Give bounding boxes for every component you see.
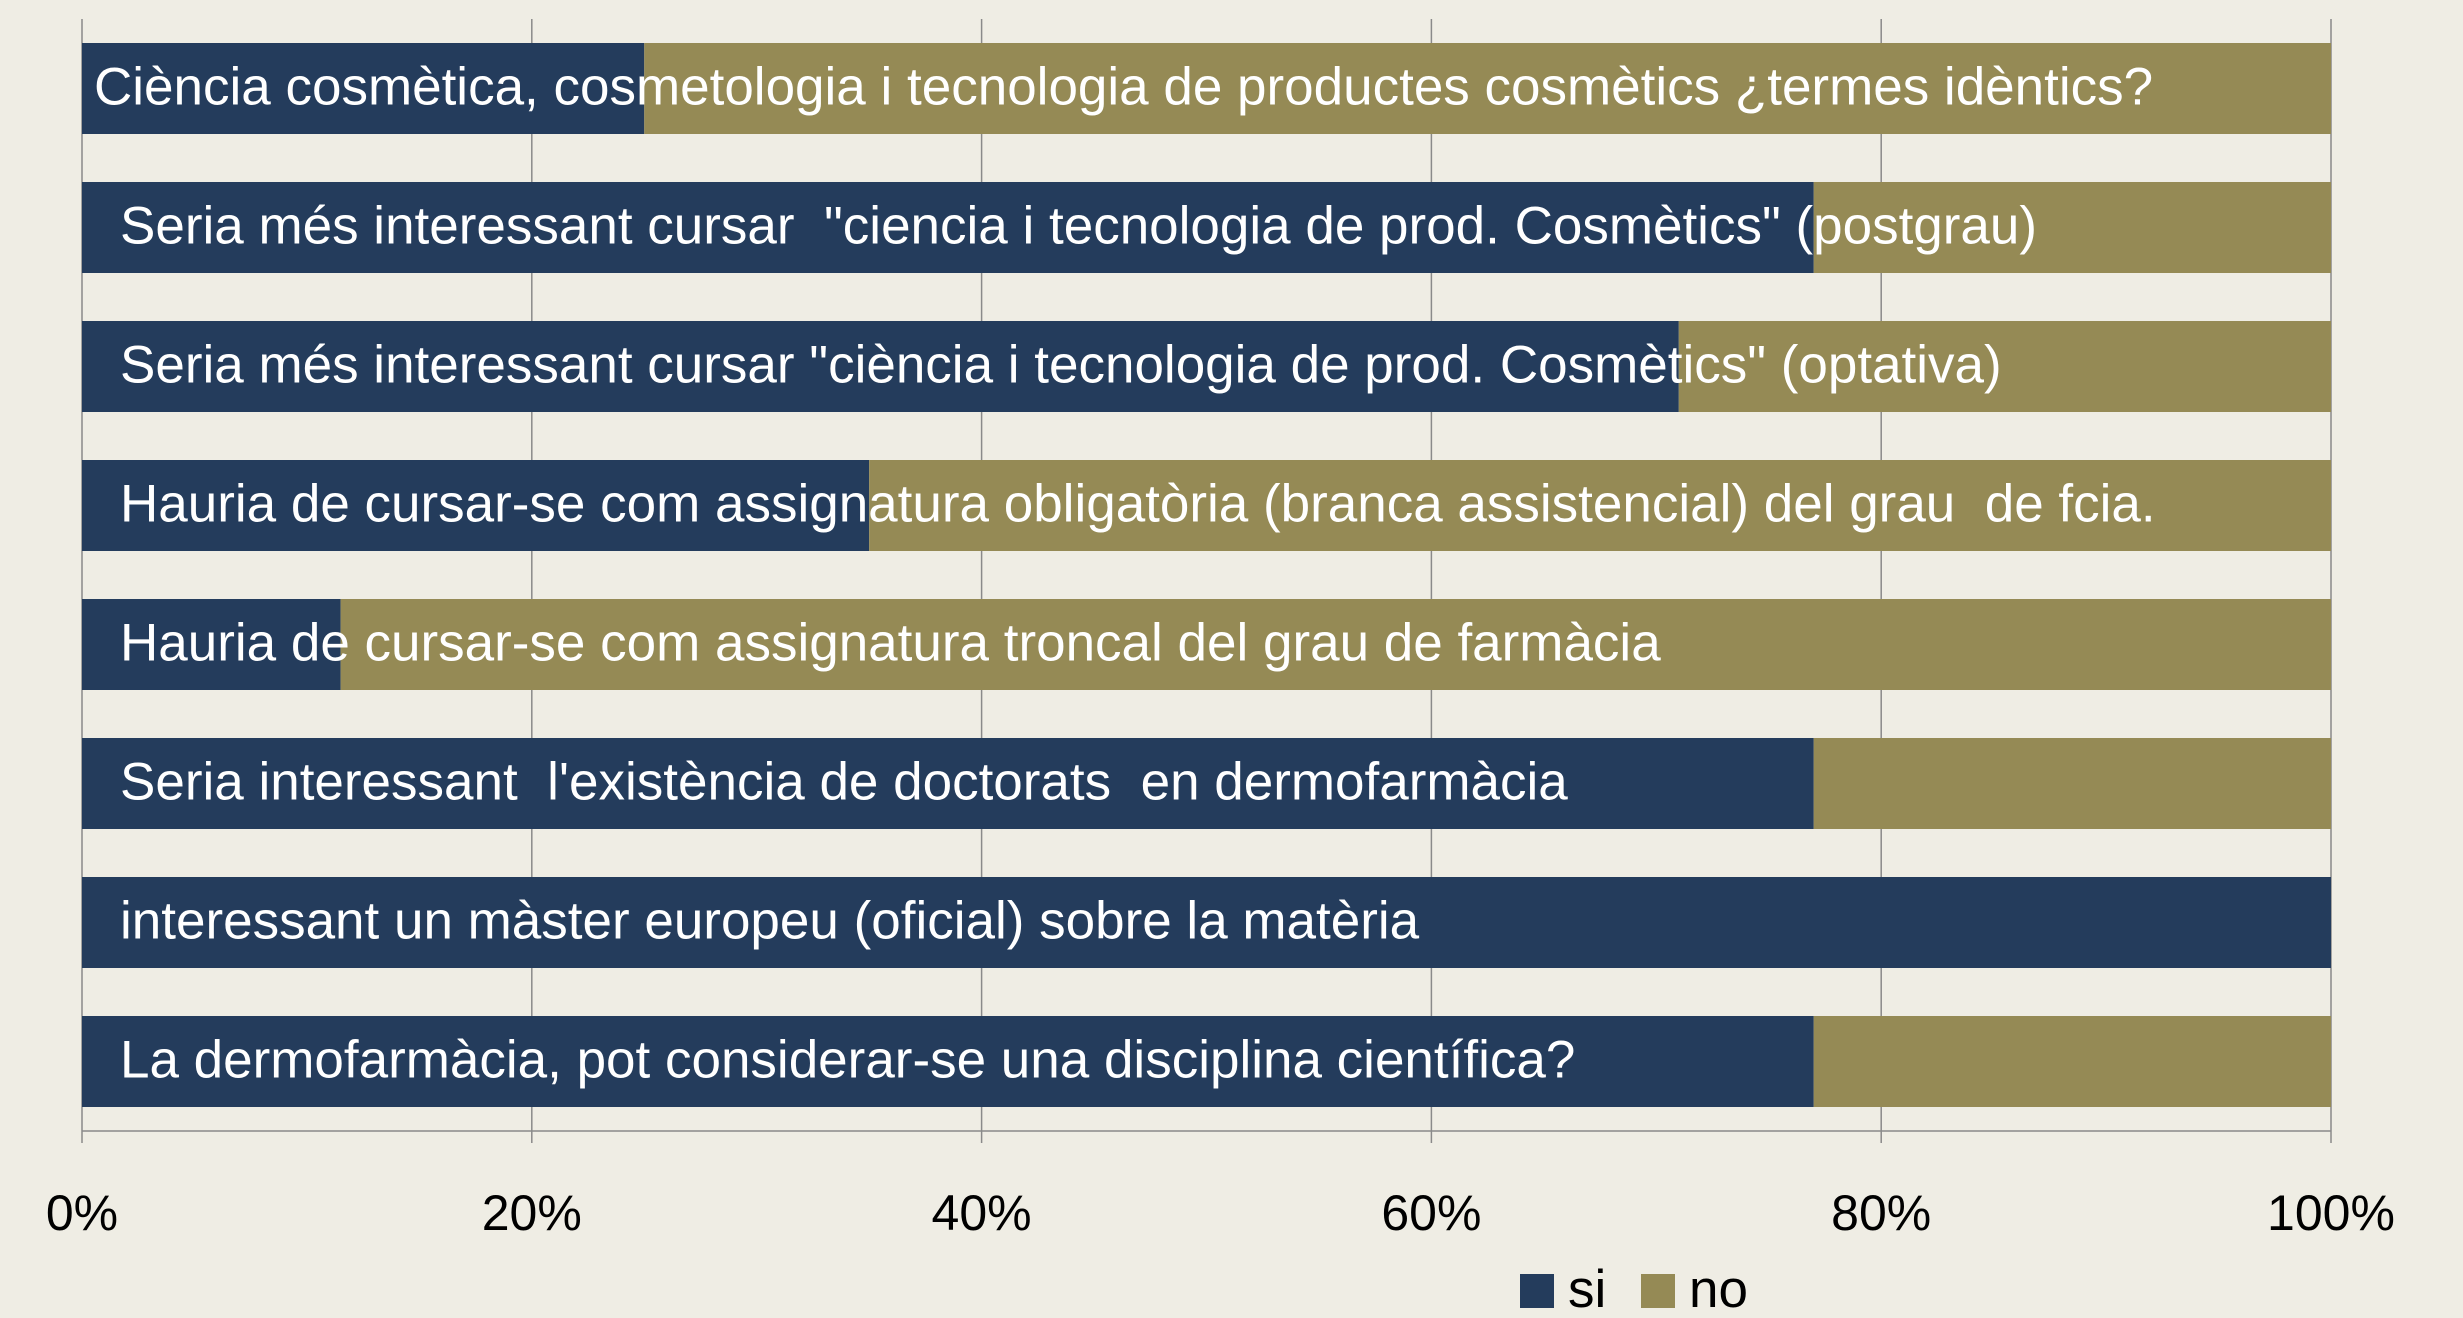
legend-label: no: [1689, 1260, 1748, 1318]
bar-segment: [82, 43, 645, 134]
bar-segment: [644, 43, 2331, 134]
bar-segment: [82, 1016, 1814, 1107]
bar-segment: [1813, 182, 2331, 273]
bar-segment: [869, 460, 2331, 551]
bar-segment: [82, 738, 1814, 829]
bar-segment: [82, 599, 341, 690]
bar-segment: [82, 877, 2331, 968]
legend-label: si: [1568, 1260, 1606, 1318]
bar-segment: [1678, 321, 2331, 412]
bar-segment: [82, 182, 1814, 273]
bar-segment: [1813, 738, 2331, 829]
bar-segment: [1813, 1016, 2331, 1107]
category-label: Seria més interessant cursar "ciència i …: [120, 336, 2002, 395]
x-tick-label: 20%: [482, 1185, 582, 1241]
legend-swatch: [1520, 1274, 1554, 1308]
category-label: Ciència cosmètica, cosmetologia i tecnol…: [94, 58, 2153, 117]
x-tick-label: 60%: [1381, 1185, 1481, 1241]
category-label: La dermofarmàcia, pot considerar-se una …: [120, 1031, 1575, 1090]
x-tick-label: 80%: [1831, 1185, 1931, 1241]
bar-segment: [82, 460, 870, 551]
bar-segment: [82, 321, 1679, 412]
category-label: Seria més interessant cursar "ciencia i …: [120, 197, 2037, 256]
x-tick-label: 100%: [2267, 1185, 2395, 1241]
category-label: interessant un màster europeu (oficial) …: [120, 892, 1420, 951]
bar-segment: [340, 599, 2331, 690]
legend-swatch: [1641, 1274, 1675, 1308]
x-tick-label: 40%: [932, 1185, 1032, 1241]
category-label: Seria interessant l'existència de doctor…: [120, 753, 1568, 812]
x-tick-label: 0%: [46, 1185, 118, 1241]
category-label: Hauria de cursar-se com assignatura obli…: [120, 475, 2156, 534]
category-label: Hauria de cursar-se com assignatura tron…: [120, 614, 1661, 673]
